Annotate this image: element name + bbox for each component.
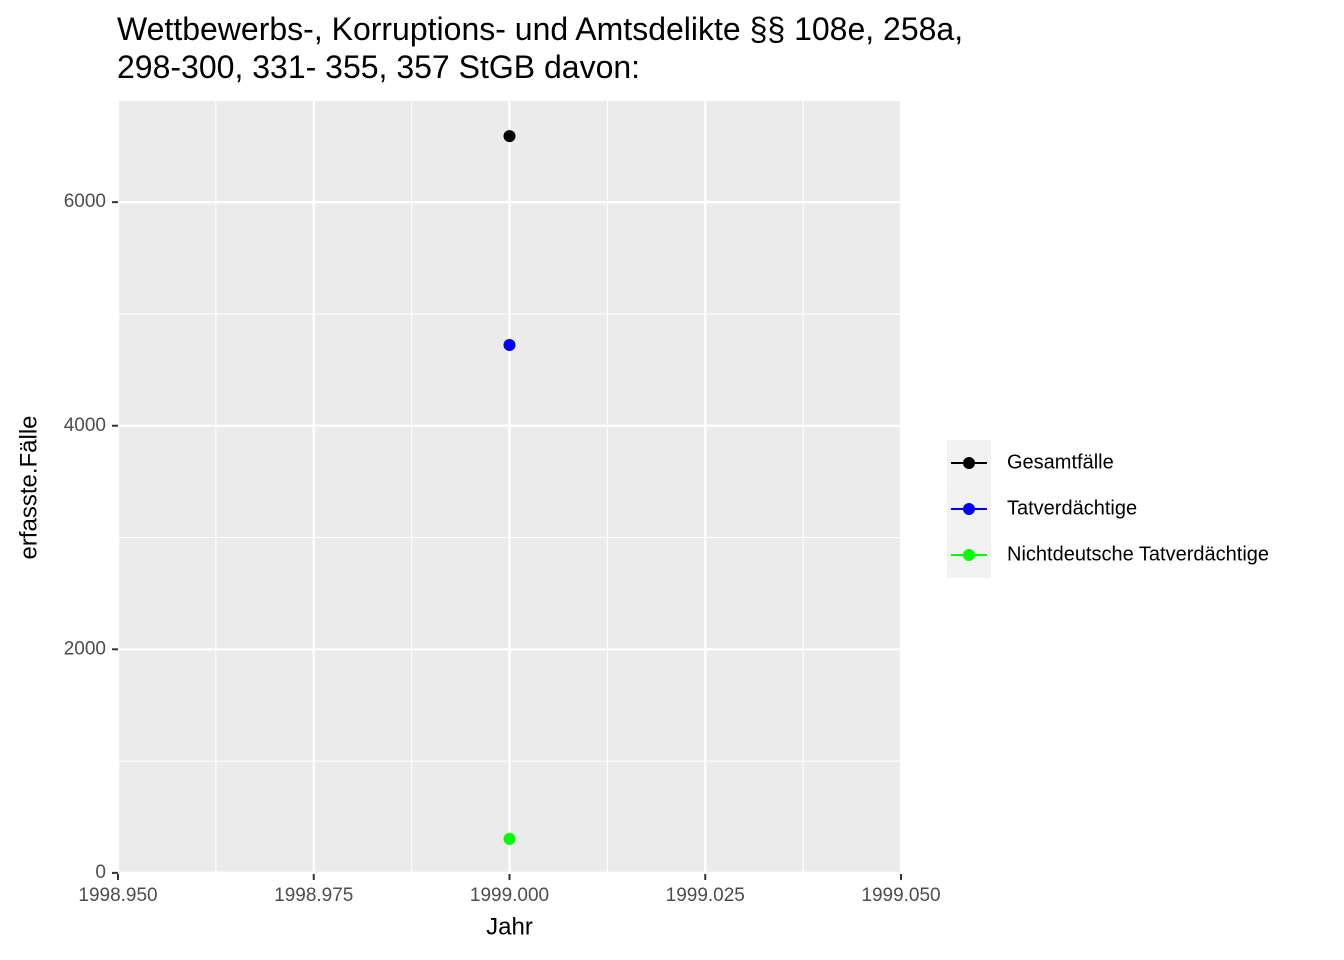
chart-title: Wettbewerbs-, Korruptions- und Amtsdelik… — [117, 11, 964, 85]
y-axis-label: erfasste.Fälle — [15, 415, 42, 559]
data-point — [503, 832, 516, 845]
y-tick-label: 6000 — [64, 191, 106, 212]
legend-key-point — [963, 503, 975, 515]
legend-key-point — [963, 549, 975, 561]
x-tick-label: 1999.050 — [861, 885, 940, 906]
data-point — [503, 130, 516, 143]
legend-label: Gesamtfälle — [1007, 451, 1114, 473]
legend-label: Tatverdächtige — [1007, 497, 1137, 519]
x-tick-label: 1999.000 — [470, 885, 549, 906]
x-tick-label: 1999.025 — [666, 885, 745, 906]
x-tick-label: 1998.950 — [78, 885, 157, 906]
legend-label: Nichtdeutsche Tatverdächtige — [1007, 543, 1269, 565]
data-point — [503, 339, 516, 352]
y-tick-label: 2000 — [64, 638, 106, 659]
legend-key-point — [963, 457, 975, 469]
x-tick-label: 1998.975 — [274, 885, 353, 906]
y-tick-label: 0 — [95, 862, 106, 883]
x-axis-label: Jahr — [486, 913, 533, 940]
y-tick-label: 4000 — [64, 415, 106, 436]
